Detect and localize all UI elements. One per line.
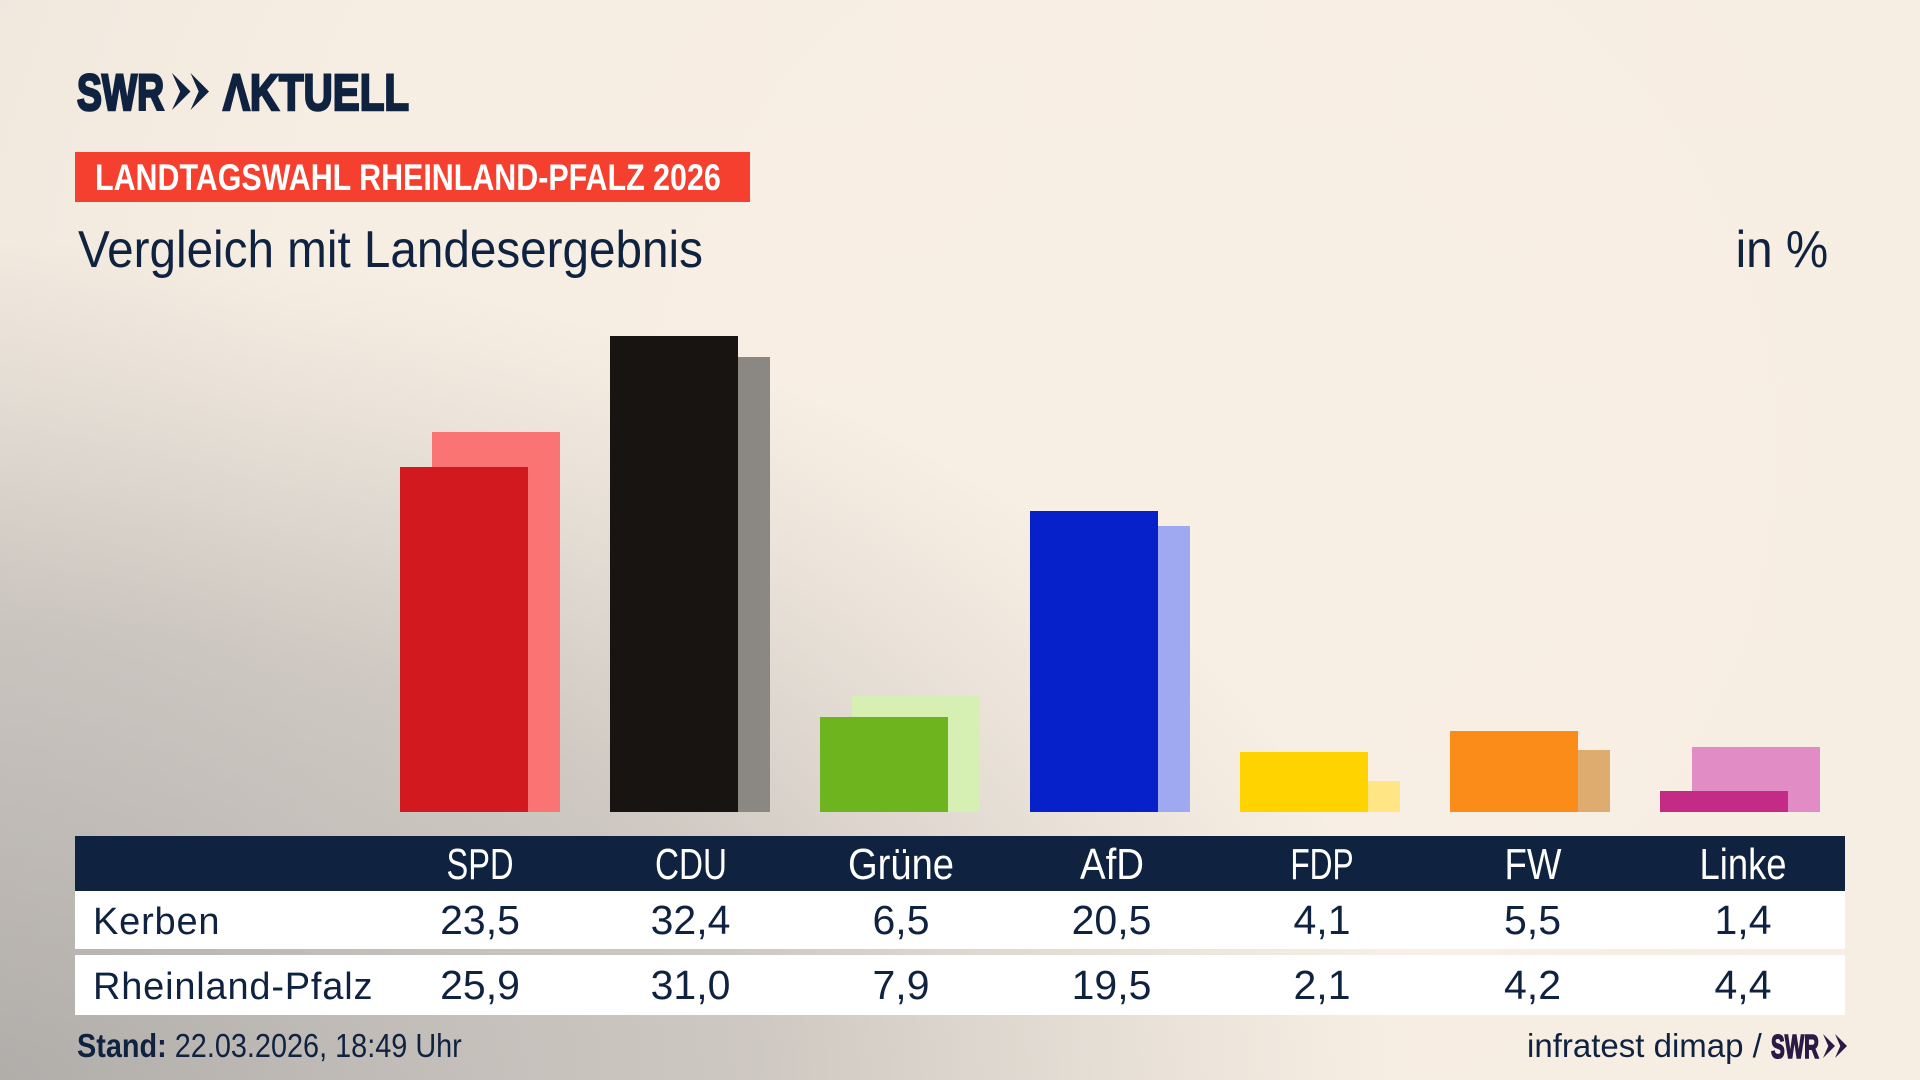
svg-text:ΛKTUELL: ΛKTUELL [223, 65, 409, 121]
svg-text:SWR: SWR [77, 65, 164, 121]
svg-text:SWR: SWR [1771, 1032, 1819, 1062]
